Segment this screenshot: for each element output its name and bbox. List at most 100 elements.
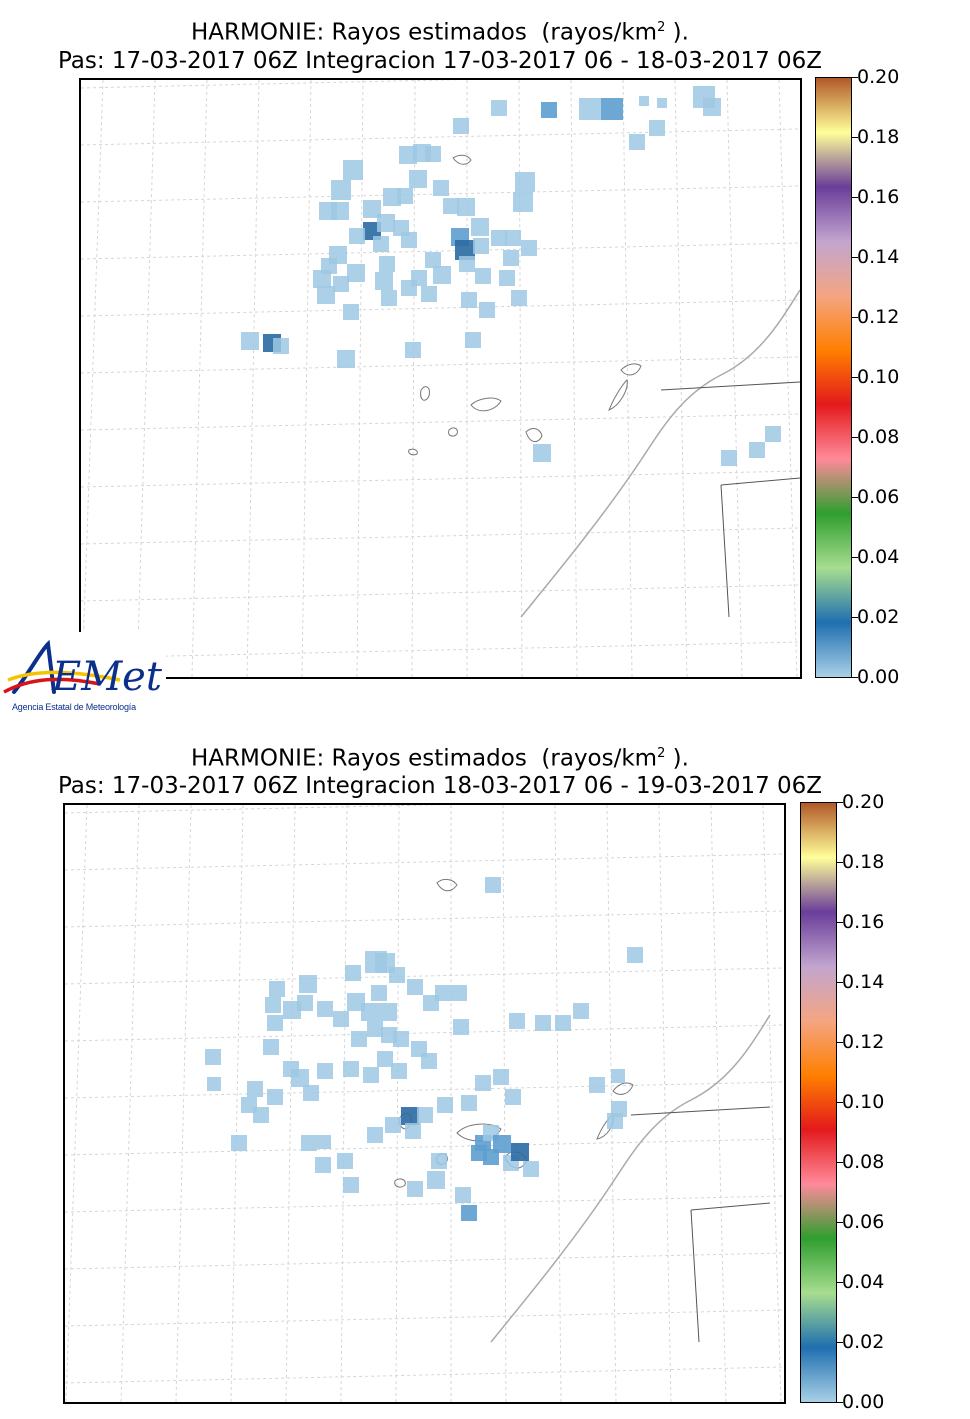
- lightning-cell: [455, 240, 475, 260]
- lightning-cell: [511, 290, 527, 306]
- lightning-cell: [455, 1187, 471, 1203]
- colorbar-tick-label: 0.14: [842, 971, 885, 993]
- lightning-cell: [521, 240, 537, 256]
- lightning-cell: [485, 877, 501, 893]
- map-frame: [79, 78, 802, 679]
- island-outline: [525, 428, 543, 442]
- colorbar-tickmark: [837, 1282, 843, 1283]
- lightning-cell: [241, 1097, 257, 1113]
- lightning-cell: [205, 1049, 221, 1065]
- lightning-cells: [205, 877, 643, 1221]
- border-line: [690, 1209, 700, 1343]
- colorbar-tick-label: 0.00: [842, 1391, 885, 1413]
- colorbar-tick-label: 0.16: [842, 911, 885, 933]
- lightning-cell: [657, 98, 667, 108]
- grid-lines: [81, 80, 800, 677]
- lightning-cell: [473, 238, 489, 254]
- colorbar-tickmark: [837, 1402, 843, 1403]
- lightning-cell: [343, 160, 363, 180]
- map-title: HARMONIE: Rayos estimados (rayos/km2 ).: [0, 14, 880, 47]
- lightning-cell: [461, 1205, 477, 1221]
- map-title: HARMONIE: Rayos estimados (rayos/km2 ).: [0, 740, 880, 773]
- lightning-cell: [247, 1081, 263, 1097]
- lightning-cell: [303, 1085, 319, 1101]
- map-frame: [63, 803, 786, 1404]
- map-panel-day2: HARMONIE: Rayos estimados (rayos/km2 ). …: [0, 725, 970, 1419]
- lightning-cell: [505, 1089, 521, 1105]
- lightning-cell: [407, 1181, 423, 1197]
- canary-islands: [394, 878, 634, 1188]
- lightning-cell: [337, 1153, 353, 1169]
- grid-lines: [65, 805, 784, 1402]
- lightning-cell: [515, 172, 535, 192]
- lightning-cell: [373, 236, 389, 252]
- lightning-cell: [265, 997, 281, 1013]
- lightning-cell: [363, 222, 381, 240]
- lightning-cell: [207, 1077, 221, 1091]
- lightning-cell: [267, 1015, 283, 1031]
- lightning-cell: [231, 1135, 247, 1151]
- colorbar-tick-label: 0.04: [857, 546, 900, 568]
- lightning-cell: [491, 230, 507, 246]
- colorbar-tick-label: 0.10: [842, 1091, 885, 1113]
- lightning-cell: [301, 1135, 317, 1151]
- island-outline: [420, 386, 430, 401]
- lightning-cell: [611, 1069, 625, 1083]
- lightning-cell: [377, 214, 395, 232]
- colorbar-tickmark: [837, 1162, 843, 1163]
- lightning-cell: [541, 102, 557, 118]
- lightning-cell: [381, 290, 397, 306]
- lightning-cell: [703, 98, 721, 116]
- lightning-cell: [627, 947, 643, 963]
- lightning-cell: [513, 192, 533, 212]
- lightning-cell: [765, 426, 781, 442]
- lightning-cell: [299, 975, 317, 993]
- lightning-cell: [377, 1051, 393, 1067]
- island-outline: [612, 1082, 634, 1095]
- lightning-cell: [363, 200, 381, 218]
- island-outline: [470, 397, 502, 412]
- lightning-cell: [383, 188, 401, 206]
- lightning-cell: [535, 1015, 551, 1031]
- lightning-cell: [493, 1069, 509, 1085]
- africa-coastline: [490, 1014, 771, 1343]
- map-subtitle: Pas: 17-03-2017 06Z Integracion 17-03-20…: [57, 48, 823, 74]
- lightning-cell: [343, 304, 359, 320]
- lightning-cell: [393, 1031, 409, 1047]
- lightning-cell: [401, 1107, 419, 1125]
- lightning-cell: [451, 985, 467, 1001]
- lightning-cell: [267, 1089, 283, 1105]
- colorbar-tickmark: [837, 922, 843, 923]
- colorbar-tickmark: [837, 1342, 843, 1343]
- lightning-cell: [721, 450, 737, 466]
- lightning-cell: [333, 276, 349, 292]
- lightning-cell: [437, 1097, 453, 1113]
- colorbar-tickmark: [837, 802, 843, 803]
- border-line: [690, 1202, 771, 1211]
- lightning-cell: [579, 98, 601, 120]
- lightning-map: [65, 805, 784, 1402]
- colorbar-tick-label: 0.12: [842, 1031, 885, 1053]
- lightning-cell: [433, 266, 451, 284]
- lightning-cell: [453, 118, 469, 134]
- lightning-cell: [317, 1001, 333, 1017]
- lightning-cell: [401, 232, 417, 248]
- title-superscript: 2: [657, 746, 666, 761]
- lightning-cell: [461, 292, 477, 308]
- colorbar-tick-label: 0.16: [857, 186, 900, 208]
- colorbar-tickmark: [852, 317, 858, 318]
- colorbar-tickmark: [837, 1222, 843, 1223]
- lightning-cell: [273, 338, 289, 354]
- colorbar-tickmark: [852, 257, 858, 258]
- island-outline: [436, 878, 458, 892]
- lightning-cell: [317, 1135, 331, 1149]
- lightning-cell: [315, 1157, 331, 1173]
- colorbar-tickmark: [852, 557, 858, 558]
- lightning-cell: [331, 202, 349, 220]
- lightning-cell: [291, 1069, 309, 1087]
- lightning-cell: [347, 993, 365, 1011]
- lightning-cell: [425, 252, 441, 268]
- lightning-cell: [503, 250, 519, 266]
- lightning-cell: [317, 1063, 333, 1079]
- lightning-cell: [367, 1127, 383, 1143]
